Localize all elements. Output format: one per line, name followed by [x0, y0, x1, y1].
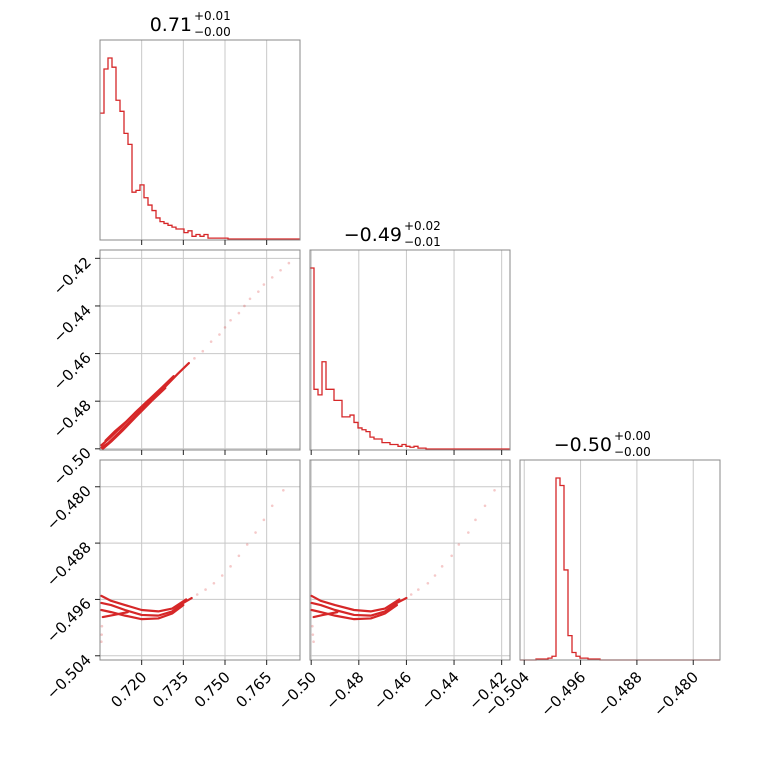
- xlabel-param-1-tick: −0.48: [322, 668, 367, 713]
- panel-0-1-sample-point: [257, 290, 260, 293]
- panel-1-2-sample-point: [440, 565, 444, 568]
- xlabel-param-0-tick: 0.750: [191, 668, 234, 711]
- panel-0-2-sample-point: [220, 574, 224, 577]
- xlabel-param-2-tick: −0.480: [650, 668, 702, 720]
- hist-2-frame: [519, 459, 721, 661]
- panel-0-2-sample-point: [204, 588, 207, 591]
- panel-0-2-sample-point: [245, 543, 249, 546]
- panel-0-1-sample-point: [223, 326, 227, 329]
- panel-0-2-sample-point: [270, 504, 274, 508]
- panel-0-1-sample-point: [279, 268, 282, 272]
- panel-0-1-sample-point: [193, 357, 196, 360]
- panel-0-1-sample-point: [270, 276, 274, 279]
- ylabel-param-1-tick: −0.44: [50, 301, 95, 346]
- xlabel-param-1-tick: −0.50: [275, 668, 320, 713]
- panel-1-2-sample-point: [474, 518, 477, 522]
- panel-1-2-contour: [312, 611, 339, 619]
- ylabel-param-1-tick: −0.46: [50, 349, 95, 394]
- panel-0-1-frame: [99, 249, 301, 451]
- xlabel-param-2-tick: −0.488: [594, 668, 646, 720]
- hist-2-title-plus: +0.00: [614, 429, 651, 443]
- panel-1-2-frame: [309, 459, 511, 661]
- panel-1-2-contour: [310, 603, 399, 621]
- hist-0-title-plus: +0.01: [194, 9, 231, 23]
- panel-0-2-sample-point: [100, 633, 103, 636]
- hist-1-title: −0.49: [344, 224, 402, 246]
- panel-1-2-sample-point: [433, 574, 437, 577]
- xlabel-param-1-tick: −0.44: [418, 668, 463, 713]
- hist-1-frame: [309, 249, 511, 451]
- panel-0-1-sample-point: [209, 340, 213, 343]
- panel-1-2-sample-point: [311, 624, 314, 628]
- panel-1-2-sample-point: [311, 633, 315, 636]
- xlabel-param-2-tick: −0.496: [537, 668, 589, 720]
- hist-1-bars: [310, 267, 510, 450]
- panel-0-1-sample-point: [262, 283, 266, 286]
- panel-0-1-sample-point: [229, 318, 232, 322]
- hist-2-title-minus: −0.00: [614, 445, 651, 459]
- ylabel-param-2-tick: −0.480: [43, 482, 95, 534]
- panel-1-2-sample-point: [483, 504, 487, 508]
- hist-0-title-minus: −0.00: [194, 25, 231, 39]
- panel-0-2-sample-point: [212, 581, 216, 585]
- hist-0-bars: [100, 57, 300, 240]
- panel-1-2-sample-point: [312, 640, 315, 643]
- ylabel-param-2-tick: −0.488: [43, 538, 95, 590]
- panel-0-2-contour: [100, 594, 188, 613]
- hist-0-frame: [99, 39, 301, 241]
- xlabel-param-0-tick: 0.735: [149, 668, 192, 711]
- xlabel-param-0-tick: 0.720: [107, 668, 150, 711]
- ylabel-param-2-tick: −0.496: [43, 595, 95, 647]
- panel-0-2-sample-point: [100, 640, 103, 643]
- panel-1-2-sample-point: [450, 554, 453, 558]
- panel-0-2-contour: [100, 596, 193, 617]
- hist-2-title: −0.50: [554, 434, 612, 456]
- hist-1-title-minus: −0.01: [404, 235, 441, 249]
- panel-0-1-sample-point: [237, 311, 241, 315]
- panel-0-1-contour: [104, 398, 150, 442]
- panel-0-2-sample-point: [237, 554, 241, 558]
- panel-0-2-sample-point: [254, 531, 257, 534]
- panel-1-2-sample-point: [467, 531, 470, 534]
- panel-0-2-contour: [101, 611, 129, 619]
- panel-0-2-sample-point: [100, 624, 104, 628]
- hist-1-title-plus: +0.02: [404, 219, 441, 233]
- panel-0-2-sample-point: [195, 593, 199, 596]
- panel-0-2-sample-point: [229, 565, 232, 568]
- panel-0-1-sample-point: [218, 333, 221, 336]
- ylabel-param-1-tick: −0.50: [50, 444, 95, 489]
- panel-0-2-contour: [100, 603, 185, 621]
- panel-0-1-sample-point: [248, 297, 252, 301]
- panel-0-2-sample-point: [282, 488, 285, 492]
- panel-0-1-contour: [101, 386, 167, 450]
- ylabel-param-1-tick: −0.48: [50, 396, 95, 441]
- panel-1-2-sample-point: [417, 588, 420, 591]
- panel-1-2-sample-point: [426, 581, 430, 585]
- panel-1-2-sample-point: [457, 543, 461, 546]
- hist-2-bars: [520, 477, 720, 661]
- panel-0-2-frame: [99, 459, 301, 661]
- panel-0-2-sample-point: [262, 518, 266, 522]
- panel-1-2-sample-point: [409, 593, 413, 596]
- panel-0-1-sample-point: [287, 261, 291, 265]
- panel-1-2-contour: [310, 594, 401, 613]
- hist-0-title: 0.71: [150, 14, 192, 36]
- panel-1-2-contour: [310, 596, 408, 617]
- ylabel-param-2-tick: −0.504: [43, 651, 95, 703]
- panel-0-1-sample-point: [243, 304, 246, 308]
- panel-0-1-sample-point: [201, 349, 205, 353]
- panel-1-2-sample-point: [493, 488, 496, 492]
- ylabel-param-1-tick: −0.42: [50, 253, 95, 298]
- xlabel-param-1-tick: −0.46: [370, 668, 415, 713]
- xlabel-param-0-tick: 0.765: [232, 668, 275, 711]
